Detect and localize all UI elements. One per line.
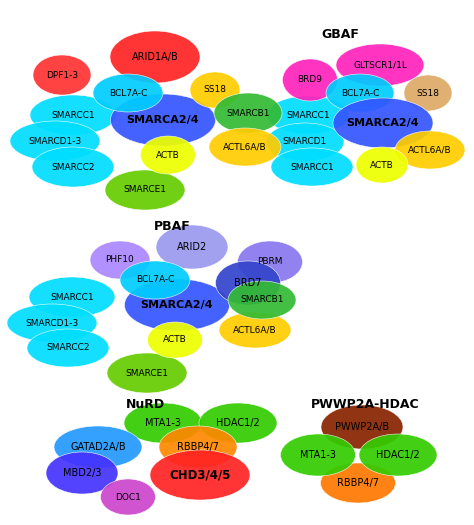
Ellipse shape [150,450,250,500]
Text: BCL7A-C: BCL7A-C [109,89,147,98]
Text: PBAF: PBAF [154,220,191,234]
Ellipse shape [281,434,356,476]
Text: SS18: SS18 [203,86,227,94]
Text: ARID1A/B: ARID1A/B [132,52,178,62]
Ellipse shape [266,123,344,161]
Text: BCL7A-C: BCL7A-C [136,276,174,285]
Ellipse shape [46,452,118,494]
Text: RBBP4/7: RBBP4/7 [177,442,219,452]
Text: SMARCC1: SMARCC1 [286,110,330,120]
Ellipse shape [29,277,115,317]
Ellipse shape [140,136,195,174]
Ellipse shape [30,95,116,135]
Text: SMARCC2: SMARCC2 [51,163,95,172]
Ellipse shape [395,131,465,169]
Text: PBRM: PBRM [257,257,283,267]
Ellipse shape [356,147,408,183]
Ellipse shape [214,93,282,133]
Text: SMARCE1: SMARCE1 [124,185,166,194]
Ellipse shape [10,121,100,161]
Ellipse shape [320,463,395,503]
Text: CHD3/4/5: CHD3/4/5 [169,468,231,481]
Ellipse shape [105,170,185,210]
Ellipse shape [125,279,229,331]
Ellipse shape [100,479,155,515]
Text: ACTL6A/B: ACTL6A/B [408,145,452,154]
Ellipse shape [190,72,240,108]
Text: MTA1-3: MTA1-3 [300,450,336,460]
Text: NuRD: NuRD [126,398,164,412]
Ellipse shape [199,403,277,443]
Ellipse shape [321,405,403,449]
Ellipse shape [120,261,190,299]
Text: SMARCD1-3: SMARCD1-3 [28,136,82,145]
Text: PWWP2A-HDAC: PWWP2A-HDAC [310,398,419,412]
Text: SMARCC1: SMARCC1 [51,110,95,120]
Ellipse shape [156,225,228,269]
Text: DPF1-3: DPF1-3 [46,70,78,79]
Ellipse shape [336,44,424,86]
Ellipse shape [404,75,452,111]
Ellipse shape [27,329,109,367]
Ellipse shape [271,148,353,186]
Ellipse shape [107,353,187,393]
Text: SMARCC2: SMARCC2 [46,343,90,352]
Ellipse shape [333,98,433,148]
Text: SMARCE1: SMARCE1 [126,369,168,377]
Text: SMARCB1: SMARCB1 [226,109,270,118]
Ellipse shape [228,281,296,319]
Text: HDAC1/2: HDAC1/2 [216,418,260,428]
Ellipse shape [237,241,302,283]
Ellipse shape [209,128,281,166]
Text: SMARCB1: SMARCB1 [240,296,284,304]
Ellipse shape [33,55,91,95]
Text: MBD2/3: MBD2/3 [63,468,101,478]
Text: HDAC1/2: HDAC1/2 [376,450,420,460]
Text: GLTSCR1/1L: GLTSCR1/1L [353,60,407,69]
Ellipse shape [359,434,437,476]
Text: SMARCD1-3: SMARCD1-3 [26,319,79,328]
Text: BRD7: BRD7 [234,278,262,288]
Text: ACTB: ACTB [370,161,394,170]
Ellipse shape [283,59,337,101]
Ellipse shape [32,147,114,187]
Text: SMARCA2/4: SMARCA2/4 [127,115,199,125]
Text: ACTB: ACTB [163,335,187,344]
Text: ACTL6A/B: ACTL6A/B [223,142,267,152]
Ellipse shape [110,94,216,146]
Ellipse shape [147,322,202,358]
Text: BRD9: BRD9 [298,76,322,85]
Text: ACTB: ACTB [156,151,180,160]
Text: GBAF: GBAF [321,28,359,41]
Ellipse shape [216,261,281,305]
Ellipse shape [90,241,150,279]
Ellipse shape [124,403,202,443]
Ellipse shape [326,74,394,112]
Ellipse shape [54,426,142,468]
Text: SMARCD1: SMARCD1 [283,138,327,146]
Text: SMARCC1: SMARCC1 [50,292,94,301]
Text: GATAD2A/B: GATAD2A/B [70,442,126,452]
Ellipse shape [159,426,237,468]
Text: ACTL6A/B: ACTL6A/B [233,326,277,334]
Text: MTA1-3: MTA1-3 [145,418,181,428]
Text: PWWP2A/B: PWWP2A/B [335,422,389,432]
Ellipse shape [93,74,163,112]
Ellipse shape [110,31,200,83]
Text: SMARCA2/4: SMARCA2/4 [141,300,213,310]
Text: RBBP4/7: RBBP4/7 [337,478,379,488]
Text: SMARCA2/4: SMARCA2/4 [346,118,419,128]
Text: DOC1: DOC1 [115,492,141,501]
Ellipse shape [7,304,97,342]
Text: BCL7A-C: BCL7A-C [341,89,379,98]
Ellipse shape [267,96,349,134]
Text: ARID2: ARID2 [177,242,207,252]
Text: SS18: SS18 [417,89,439,98]
Text: PHF10: PHF10 [106,256,134,265]
Ellipse shape [219,312,291,348]
Text: SMARCC1: SMARCC1 [290,163,334,172]
